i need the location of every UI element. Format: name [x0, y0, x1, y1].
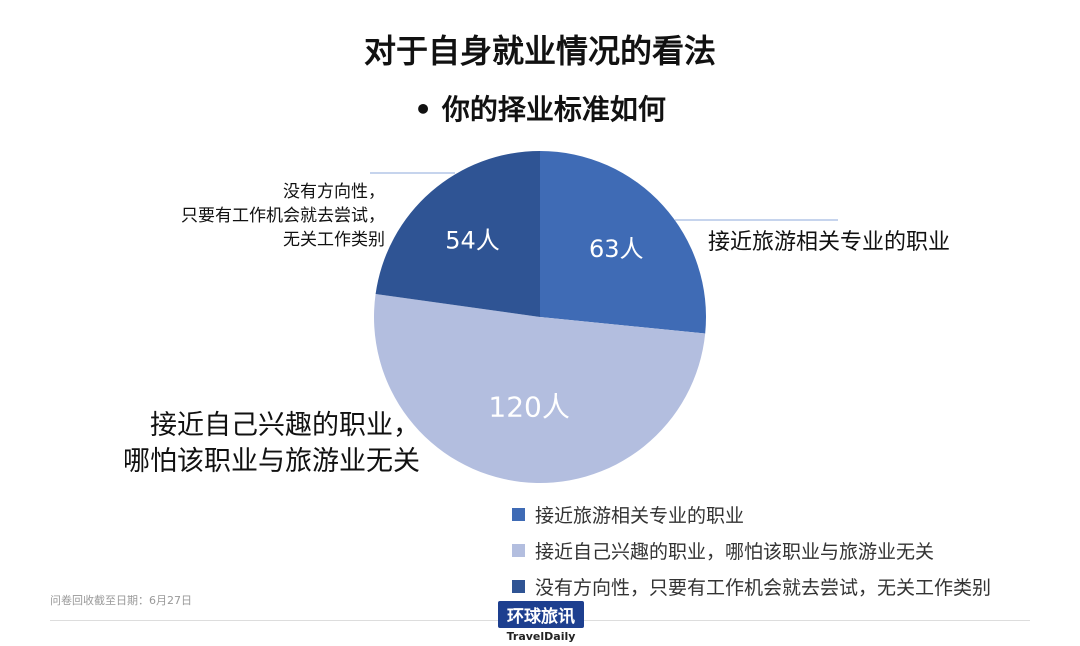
traveldaily-logo: 环球旅讯 TravelDaily — [498, 601, 584, 643]
legend-item: 接近旅游相关专业的职业 — [512, 496, 991, 532]
legend: 接近旅游相关专业的职业 接近自己兴趣的职业，哪怕该职业与旅游业无关 没有方向性，… — [512, 496, 991, 604]
page-title: 对于自身就业情况的看法 — [363, 32, 716, 70]
legend-item: 没有方向性，只要有工作机会就去尝试，无关工作类别 — [512, 568, 991, 604]
legend-label: 接近旅游相关专业的职业 — [535, 504, 745, 527]
logo-cn: 环球旅讯 — [498, 601, 584, 628]
logo-en: TravelDaily — [506, 630, 576, 643]
data-label: 54人 — [445, 226, 500, 254]
legend-label: 没有方向性，只要有工作机会就去尝试，无关工作类别 — [535, 576, 992, 599]
legend-swatch — [512, 543, 525, 557]
data-label: 120人 — [488, 391, 569, 424]
pie-slice — [540, 151, 706, 334]
legend-label: 接近自己兴趣的职业，哪怕该职业与旅游业无关 — [535, 540, 935, 563]
survey-date-note: 问卷回收截至日期：6月27日 — [50, 594, 192, 607]
pie-slice — [374, 293, 706, 483]
callout-1: 接近自己兴趣的职业， 哪怕该职业与旅游业无关 — [123, 410, 420, 477]
legend-swatch — [512, 579, 525, 593]
pie-slice — [375, 151, 540, 317]
callout-0: 接近旅游相关专业的职业 — [708, 230, 951, 255]
data-label: 63人 — [589, 235, 644, 263]
subtitle: • 你的择业标准如何 — [414, 93, 666, 126]
legend-item: 接近自己兴趣的职业，哪怕该职业与旅游业无关 — [512, 532, 991, 568]
callout-2: 没有方向性， 只要有工作机会就去尝试， 无关工作类别 — [181, 182, 385, 250]
legend-swatch — [512, 507, 525, 521]
